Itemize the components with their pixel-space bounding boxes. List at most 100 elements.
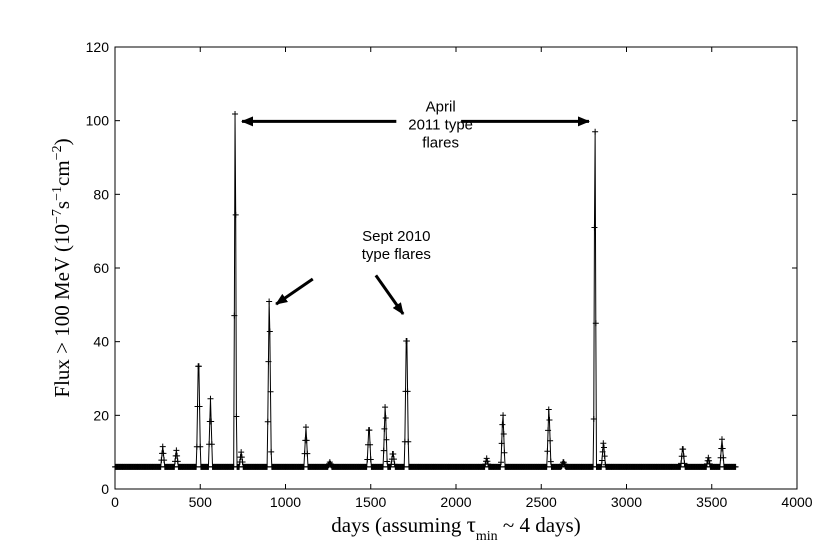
x-tick-label: 1000	[270, 494, 301, 510]
data-point	[367, 441, 374, 448]
data-point	[267, 388, 274, 395]
data-point	[719, 445, 726, 452]
x-tick-label: 2500	[526, 494, 557, 510]
data-point	[484, 458, 491, 465]
data-point	[367, 456, 374, 463]
data-point	[592, 320, 599, 327]
data-point	[238, 454, 245, 461]
data-point	[544, 448, 551, 455]
data-point	[390, 451, 397, 458]
data-point	[720, 454, 727, 461]
y-tick-label: 120	[86, 39, 110, 55]
annotation-text: April 2011 type flares	[408, 98, 473, 151]
data-point	[159, 443, 166, 450]
data-point	[160, 450, 167, 457]
data-point	[382, 415, 389, 421]
data-point	[732, 463, 739, 470]
data-point	[706, 460, 713, 467]
data-point	[231, 312, 238, 319]
data-point	[599, 448, 606, 455]
data-point	[601, 453, 608, 460]
x-axis-title: days (assuming τmin ~ 4 days)	[331, 512, 580, 544]
y-tick-label: 0	[101, 481, 109, 497]
data-point	[718, 436, 725, 443]
sample-markers	[112, 110, 739, 470]
data-point	[384, 458, 391, 465]
x-tick-label: 1500	[355, 494, 386, 510]
data-point	[195, 363, 202, 370]
y-tick-label: 100	[86, 113, 110, 129]
data-point	[498, 440, 505, 447]
data-point	[197, 443, 204, 450]
x-tick-label: 0	[111, 494, 119, 510]
x-tick-label: 500	[189, 494, 213, 510]
data-point	[238, 449, 245, 456]
data-point	[366, 427, 373, 434]
data-point	[547, 458, 554, 465]
data-point	[383, 436, 390, 443]
data-point	[591, 224, 598, 231]
data-point	[380, 447, 387, 454]
annotation-line: type flares	[362, 246, 431, 263]
data-point	[196, 403, 203, 410]
data-point	[545, 406, 552, 413]
data-point	[381, 425, 388, 432]
annotation: Sept 2010 type flares	[275, 228, 431, 315]
axes-box	[114, 46, 798, 490]
data-point	[208, 441, 215, 448]
data-point	[483, 455, 490, 462]
axis-ticks: 0 500 1000 1500 2000 2500 3000 3500 4000 0 20 40 60 8…	[86, 39, 813, 510]
data-point	[403, 338, 410, 345]
data-point	[404, 388, 411, 395]
x-tick-label: 3500	[696, 494, 727, 510]
data-point	[173, 447, 180, 454]
annotation-line: Sept 2010	[362, 228, 430, 245]
data-point	[264, 418, 271, 425]
y-tick-label: 80	[93, 186, 109, 202]
annotation-line: flares	[422, 134, 459, 151]
data-point	[500, 431, 507, 438]
data-point	[590, 416, 597, 423]
annotation: April 2011 type flares	[241, 98, 590, 151]
data-point	[303, 437, 310, 444]
annotation-text: Sept 2010 type flares	[362, 228, 431, 263]
data-point	[266, 328, 273, 335]
data-point	[680, 453, 687, 460]
data-point	[304, 450, 311, 457]
plot-frame	[114, 46, 798, 490]
data-point	[600, 444, 607, 451]
data-point	[705, 454, 712, 461]
y-tick-label: 40	[93, 334, 109, 350]
x-tick-label: 3000	[611, 494, 642, 510]
data-point	[268, 448, 275, 455]
annotations-layer: April 2011 type flares Sept 2010 type flares	[241, 98, 590, 315]
data-point	[499, 421, 506, 428]
data-point	[174, 458, 181, 465]
data-point	[302, 424, 309, 431]
data-point	[232, 110, 239, 117]
data-point	[681, 460, 688, 467]
data-point	[207, 395, 214, 402]
data-point	[208, 418, 215, 425]
data-point	[545, 427, 552, 434]
data-point	[390, 456, 397, 463]
flux-line	[115, 113, 736, 468]
data-point	[232, 211, 239, 218]
data-point	[680, 446, 687, 453]
y-tick-label: 20	[93, 407, 109, 423]
data-point	[592, 128, 599, 135]
flux-series	[112, 110, 739, 470]
tau-symbol: τ	[467, 512, 476, 537]
data-point	[233, 413, 240, 420]
annotation-arrow	[275, 277, 314, 306]
data-point	[546, 416, 553, 423]
data-point	[598, 457, 605, 464]
data-point	[265, 358, 272, 365]
data-point	[405, 438, 412, 445]
data-point	[501, 449, 508, 456]
y-tick-label: 60	[93, 260, 109, 276]
annotation-line: 2011 type	[408, 116, 473, 133]
data-point	[600, 440, 607, 447]
data-point	[547, 437, 554, 444]
